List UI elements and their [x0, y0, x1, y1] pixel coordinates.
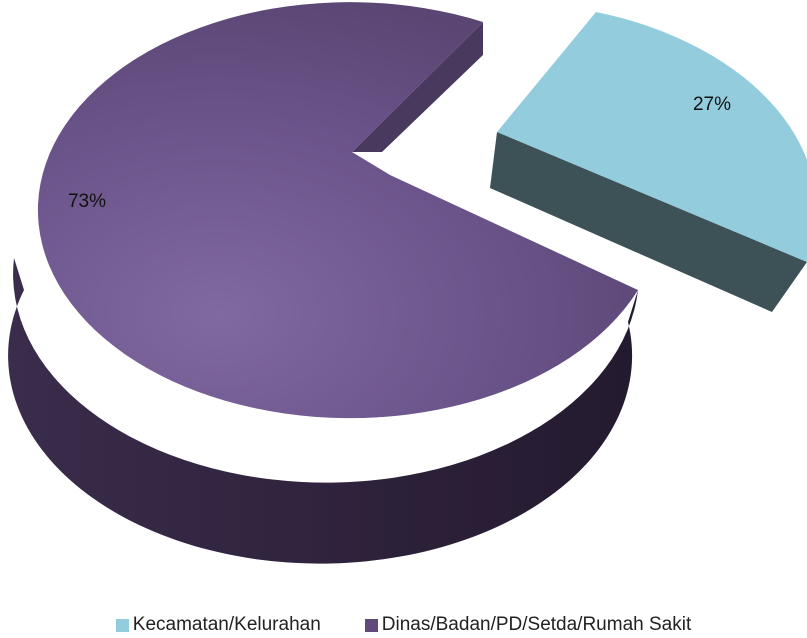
slice-kecamatan	[497, 12, 807, 262]
legend-item-dinas: Dinas/Badan/PD/Setda/Rumah Sakit	[364, 614, 692, 636]
slice-side-kecamatan	[490, 132, 807, 312]
slice-side-dinas	[8, 258, 638, 564]
data-label-kecamatan: 27%	[693, 94, 731, 115]
legend-swatch-dinas	[364, 618, 378, 632]
legend-swatch-kecamatan	[115, 618, 129, 632]
legend-label-kecamatan: Kecamatan/Kelurahan	[132, 614, 321, 635]
legend-label-dinas: Dinas/Badan/PD/Setda/Rumah Sakit	[381, 614, 692, 635]
slice-dinas	[37, 2, 638, 419]
legend-item-kecamatan: Kecamatan/Kelurahan	[115, 614, 321, 636]
data-label-dinas: 73%	[68, 191, 106, 212]
legend: Kecamatan/Kelurahan Dinas/Badan/PD/Setda…	[0, 614, 807, 636]
